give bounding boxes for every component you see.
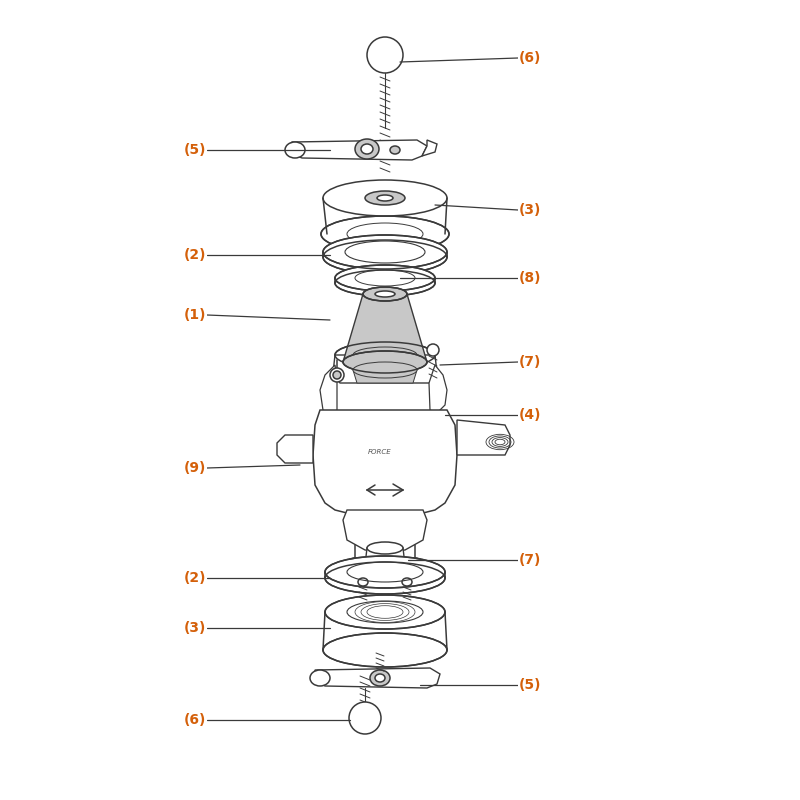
Ellipse shape bbox=[375, 291, 395, 297]
Text: (2): (2) bbox=[184, 248, 206, 262]
Ellipse shape bbox=[390, 146, 400, 154]
Text: (1): (1) bbox=[184, 308, 206, 322]
Polygon shape bbox=[422, 140, 437, 156]
Ellipse shape bbox=[321, 216, 449, 252]
Ellipse shape bbox=[335, 270, 435, 296]
Ellipse shape bbox=[330, 368, 344, 382]
Ellipse shape bbox=[325, 595, 445, 629]
Ellipse shape bbox=[407, 563, 423, 573]
Ellipse shape bbox=[377, 195, 393, 201]
Ellipse shape bbox=[310, 670, 330, 686]
Text: (9): (9) bbox=[184, 461, 206, 475]
Ellipse shape bbox=[347, 558, 363, 568]
Ellipse shape bbox=[402, 578, 412, 586]
Polygon shape bbox=[365, 548, 405, 583]
Ellipse shape bbox=[370, 670, 390, 686]
Ellipse shape bbox=[375, 674, 385, 682]
Polygon shape bbox=[353, 370, 417, 383]
Polygon shape bbox=[333, 355, 437, 383]
Text: (6): (6) bbox=[519, 51, 541, 65]
Polygon shape bbox=[320, 365, 337, 415]
Text: (3): (3) bbox=[519, 203, 541, 217]
Ellipse shape bbox=[285, 142, 305, 158]
Ellipse shape bbox=[323, 633, 447, 667]
Ellipse shape bbox=[323, 180, 447, 216]
Ellipse shape bbox=[361, 144, 373, 154]
Ellipse shape bbox=[335, 265, 435, 291]
Polygon shape bbox=[277, 435, 313, 463]
Text: (5): (5) bbox=[184, 143, 206, 157]
Ellipse shape bbox=[353, 362, 417, 378]
Ellipse shape bbox=[335, 342, 435, 368]
Text: (4): (4) bbox=[518, 408, 542, 422]
Ellipse shape bbox=[323, 240, 447, 274]
Polygon shape bbox=[313, 410, 457, 515]
Ellipse shape bbox=[407, 558, 423, 568]
Ellipse shape bbox=[325, 556, 445, 588]
Ellipse shape bbox=[323, 235, 447, 269]
Polygon shape bbox=[287, 140, 427, 160]
Polygon shape bbox=[429, 365, 447, 413]
Text: (5): (5) bbox=[518, 678, 542, 692]
Polygon shape bbox=[313, 668, 440, 688]
Text: (6): (6) bbox=[184, 713, 206, 727]
Ellipse shape bbox=[363, 287, 407, 301]
Ellipse shape bbox=[325, 562, 445, 594]
Text: FORCE: FORCE bbox=[368, 449, 392, 455]
Ellipse shape bbox=[347, 563, 363, 573]
Ellipse shape bbox=[365, 191, 405, 205]
Ellipse shape bbox=[427, 344, 439, 356]
Text: (8): (8) bbox=[518, 271, 542, 285]
Ellipse shape bbox=[367, 542, 403, 554]
Text: (7): (7) bbox=[519, 355, 541, 369]
Ellipse shape bbox=[367, 37, 403, 73]
Text: (2): (2) bbox=[184, 571, 206, 585]
Ellipse shape bbox=[367, 574, 403, 586]
Ellipse shape bbox=[358, 578, 368, 586]
Text: (3): (3) bbox=[184, 621, 206, 635]
Polygon shape bbox=[343, 294, 427, 362]
Polygon shape bbox=[343, 510, 427, 552]
Ellipse shape bbox=[349, 702, 381, 734]
Ellipse shape bbox=[333, 371, 341, 379]
Ellipse shape bbox=[355, 139, 379, 159]
Polygon shape bbox=[457, 420, 510, 455]
Text: (7): (7) bbox=[519, 553, 541, 567]
Ellipse shape bbox=[343, 351, 427, 373]
